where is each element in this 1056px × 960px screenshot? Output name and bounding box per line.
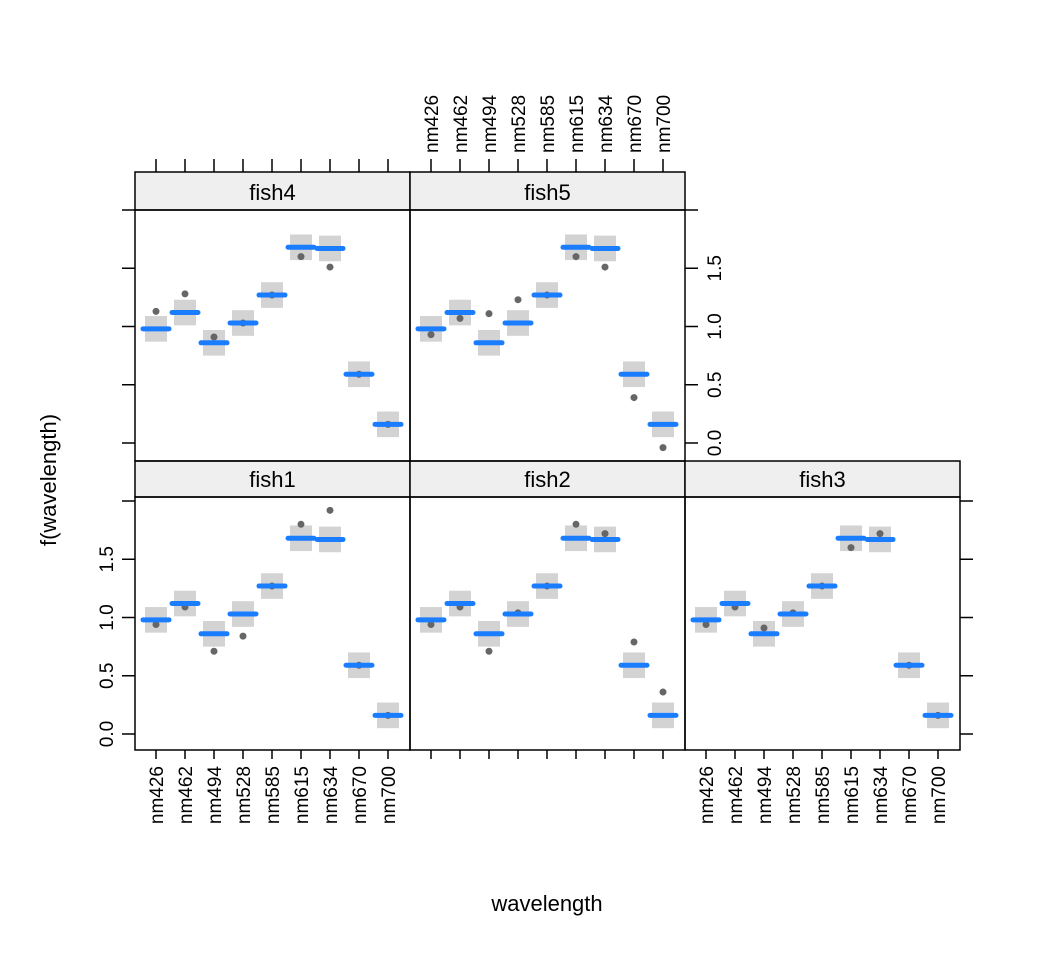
panel-fish3: fish3 nm426 nm462 nm494 nm528 nm585 nm615 nm634… (684, 460, 973, 825)
strip-label: fish3 (799, 467, 845, 492)
x-tick-label: nm585 (813, 766, 834, 824)
data-point (210, 647, 218, 655)
data-point (601, 263, 609, 271)
data-point (297, 520, 305, 528)
x-tick-label: nm700 (379, 766, 400, 824)
y-tick-label: 1.5 (705, 255, 726, 281)
x-tick-label: nm528 (509, 95, 530, 153)
data-point (630, 638, 638, 646)
data-point (485, 310, 493, 318)
x-tick-label: nm494 (480, 94, 501, 153)
y-tick-label: 0.0 (97, 721, 118, 747)
x-tick-label: nm634 (596, 94, 617, 153)
data-point (514, 296, 522, 304)
data-point (297, 253, 305, 261)
panel-border (409, 209, 686, 462)
data-point (427, 620, 435, 628)
x-tick-label: nm426 (147, 766, 168, 824)
data-point (152, 307, 160, 315)
data-point (760, 624, 768, 632)
strip-fish3 (684, 460, 961, 498)
strip-fish2 (409, 460, 686, 498)
x-tick-label: nm528 (234, 766, 255, 824)
y-tick-label: 1.5 (97, 546, 118, 572)
strip-label: fish1 (249, 467, 295, 492)
strip-label: fish4 (249, 180, 295, 205)
y-axis-label: f(wavelength) (36, 414, 61, 546)
data-point (659, 444, 667, 452)
x-tick-label: nm700 (654, 95, 675, 153)
y-tick-label: 0.0 (705, 430, 726, 456)
panel-fish5: fish5 nm426 nm462 nm494 nm528 nm585 nm615 nm634… (409, 94, 726, 462)
data-point (239, 632, 247, 640)
data-point (326, 506, 334, 514)
strip-label: fish2 (524, 467, 570, 492)
x-tick-label: nm528 (784, 766, 805, 824)
data-point (152, 620, 160, 628)
x-tick-label: nm670 (350, 766, 371, 824)
x-axis-label: wavelength (490, 891, 602, 916)
x-tick-label: nm670 (625, 95, 646, 153)
x-tick-label: nm670 (900, 766, 921, 824)
y-tick-label: 1.0 (705, 313, 726, 339)
x-tick-label: nm462 (726, 766, 747, 824)
x-tick-label: nm700 (929, 766, 950, 824)
data-point (456, 314, 464, 322)
data-point (181, 290, 189, 298)
data-point (847, 544, 855, 552)
panel-border (409, 496, 686, 751)
x-tick-label: nm634 (321, 766, 342, 825)
x-tick-label: nm426 (422, 95, 443, 153)
x-tick-label: nm462 (451, 95, 472, 153)
data-point (427, 331, 435, 339)
data-point (876, 530, 884, 538)
y-tick-label: 0.5 (705, 372, 726, 398)
panel-border (684, 496, 961, 751)
x-tick-label: nm494 (755, 766, 776, 825)
panel-fish4: fish4 (122, 159, 411, 462)
data-point (702, 620, 710, 628)
data-point (572, 253, 580, 261)
data-point (485, 647, 493, 655)
x-tick-label: nm634 (871, 766, 892, 825)
data-point (659, 688, 667, 696)
y-tick-label: 0.5 (97, 663, 118, 689)
x-tick-label: nm462 (176, 766, 197, 824)
strip-fish5 (409, 171, 686, 211)
x-tick-label: nm585 (263, 766, 284, 824)
panel-border (134, 209, 411, 462)
data-point (630, 394, 638, 402)
panel-border (134, 496, 411, 751)
x-tick-label: nm615 (842, 766, 863, 824)
data-point (210, 333, 218, 341)
data-point (572, 520, 580, 528)
x-tick-label: nm426 (697, 766, 718, 824)
data-point (601, 530, 609, 538)
x-tick-label: nm494 (205, 766, 226, 825)
panel-fish1: fish1 nm426 nm462 nm494 nm528 nm585 nm615 nm634… (97, 460, 411, 825)
x-tick-label: nm615 (292, 766, 313, 824)
strip-label: fish5 (524, 180, 570, 205)
x-tick-label: nm585 (538, 95, 559, 153)
strip-fish1 (134, 460, 411, 498)
y-tick-label: 1.0 (97, 604, 118, 630)
panel-fish2: fish2 (409, 460, 686, 759)
data-point (326, 263, 334, 271)
strip-fish4 (134, 171, 411, 211)
x-tick-label: nm615 (567, 95, 588, 153)
